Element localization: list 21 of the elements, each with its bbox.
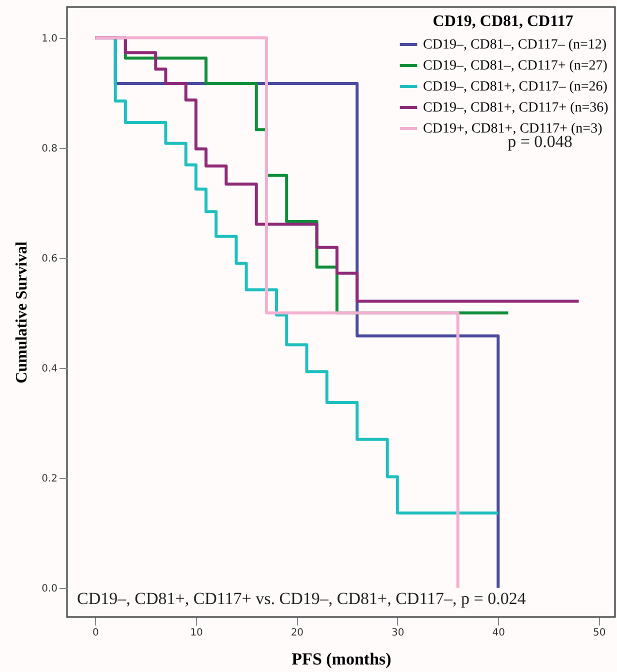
- y-tick-label: 0.2: [42, 473, 58, 484]
- x-tick-label: 40: [492, 628, 506, 638]
- legend-label: CD19–, CD81+, CD117+ (n=36): [423, 100, 609, 116]
- y-tick-label: 1.0: [42, 33, 58, 44]
- legend-title: CD19, CD81, CD117: [432, 13, 574, 30]
- x-tick-label: 30: [392, 628, 404, 638]
- annotation: CD19–, CD81+, CD117+ vs. CD19–, CD81+, CD117–, p = 0.024: [77, 589, 526, 608]
- x-tick-label: 50: [593, 628, 606, 638]
- x-tick-label: 0: [92, 628, 99, 638]
- y-tick-label: 0.6: [42, 253, 58, 264]
- y-tick-label: 0.0: [42, 583, 58, 594]
- legend-label: CD19–, CD81–, CD117+ (n=27): [423, 58, 608, 74]
- x-tick-label: 20: [290, 628, 304, 638]
- y-tick-label: 0.4: [42, 363, 58, 374]
- legend-label: CD19+, CD81+, CD117+ (n=3): [423, 122, 603, 136]
- y-axis-title: Cumulative Survival: [14, 241, 31, 384]
- legend-label: CD19–, CD81–, CD117– (n=12): [423, 38, 607, 52]
- x-tick-label: 10: [190, 628, 203, 638]
- x-axis-title: PFS (months): [292, 650, 392, 668]
- y-tick-label: 0.8: [42, 143, 58, 154]
- legend-label: CD19–, CD81+, CD117– (n=26): [423, 80, 608, 94]
